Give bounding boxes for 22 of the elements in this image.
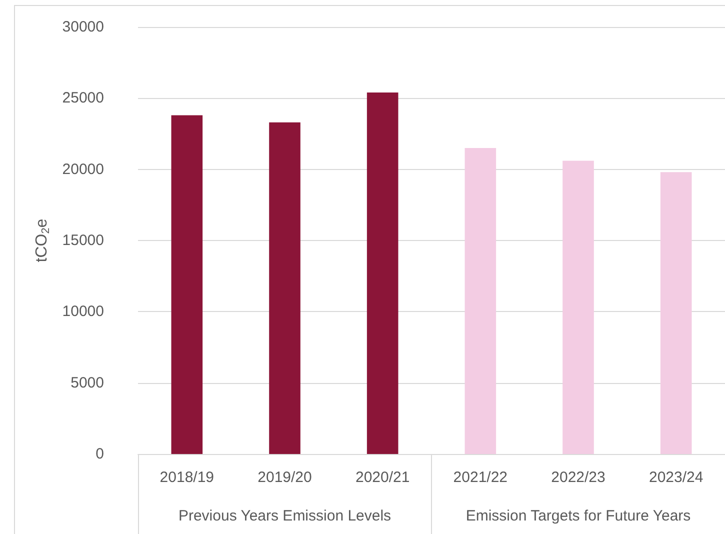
y-tick-label: 30000: [62, 18, 104, 36]
bar: [171, 115, 203, 454]
bar: [660, 172, 692, 454]
bar: [366, 92, 398, 454]
x-tick-label: 2019/20: [258, 469, 312, 486]
y-tick-label: 10000: [62, 303, 104, 320]
text: Emission Targets for Future Years: [466, 508, 691, 524]
bar: [464, 148, 496, 454]
x-tick-label: 2018/19: [160, 469, 214, 486]
bar: [269, 122, 300, 454]
x-tick-label: 2023/24: [648, 469, 704, 486]
y-tick-label: 20000: [62, 160, 104, 178]
bar: [562, 160, 594, 454]
y-tick-label: 0: [96, 446, 104, 462]
y-tick-label: 15000: [62, 232, 104, 249]
y-tick-label: 5000: [70, 374, 104, 392]
y-axis-title: tCO2e: [33, 218, 52, 262]
x-tick-label: 2021/22: [453, 469, 508, 486]
text: Previous Years Emission Levels: [178, 508, 392, 524]
x-tick-label: 2020/21: [355, 469, 410, 486]
x-tick-label: 2022/23: [551, 469, 606, 486]
y-tick-label: 25000: [62, 90, 104, 107]
